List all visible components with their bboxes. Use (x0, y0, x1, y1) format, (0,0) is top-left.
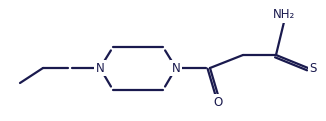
Text: N: N (171, 61, 180, 75)
Text: N: N (96, 61, 104, 75)
Text: O: O (214, 95, 223, 109)
Text: S: S (309, 61, 317, 75)
Text: NH₂: NH₂ (273, 8, 295, 22)
